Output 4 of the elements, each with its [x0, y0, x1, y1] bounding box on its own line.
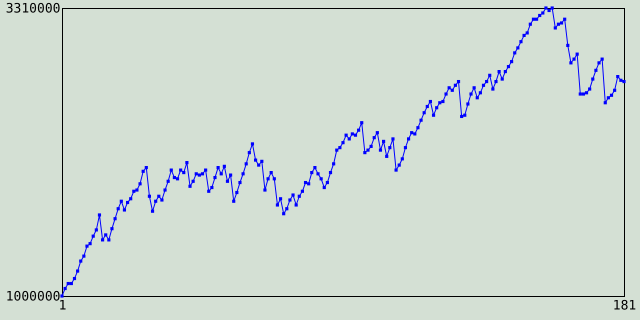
- x-tick-label: 181: [612, 298, 636, 314]
- y-tick-label: 1000000: [6, 290, 60, 304]
- x-tick-label: 1: [58, 298, 66, 314]
- y-tick-label: 3310000: [6, 2, 60, 16]
